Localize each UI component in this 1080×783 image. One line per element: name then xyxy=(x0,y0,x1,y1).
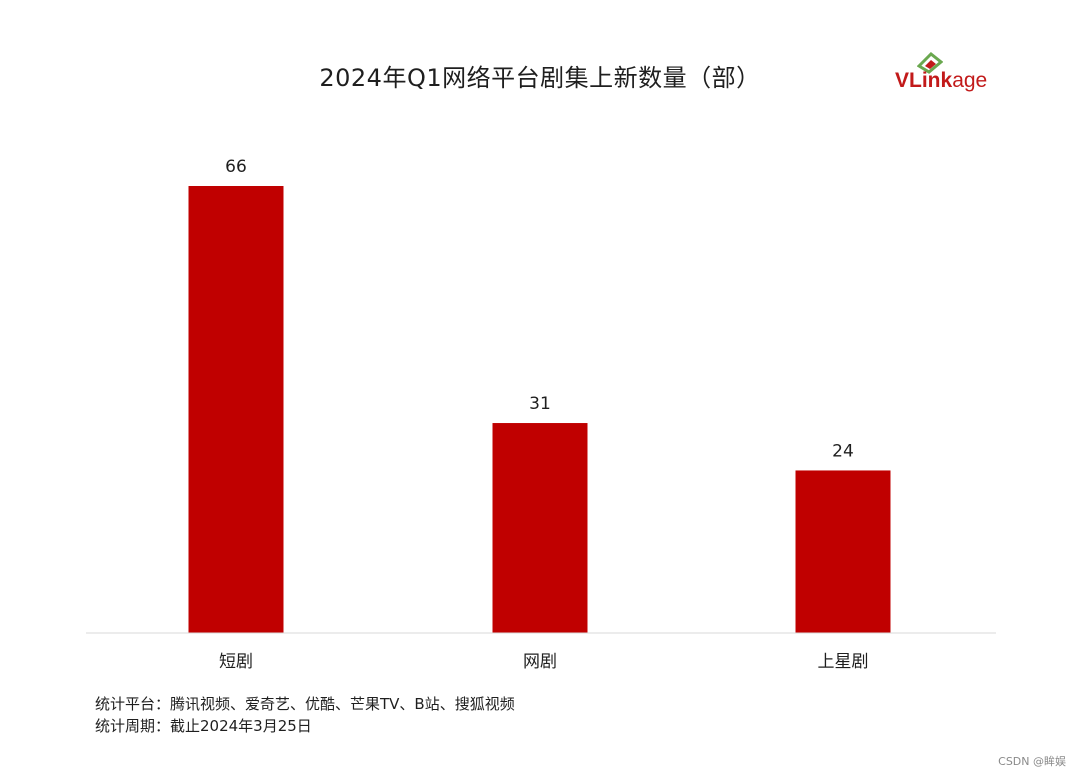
bar-2 xyxy=(795,470,891,633)
bar-1 xyxy=(492,423,588,633)
vlinkage-logo: VLinkage xyxy=(895,52,1005,102)
bar-0 xyxy=(188,186,284,633)
footnote-period: 统计周期：截止2024年3月25日 xyxy=(95,717,312,735)
bar-value-label-1: 31 xyxy=(529,394,551,414)
bars-layer: 66 短剧 31 网剧 24 上星剧 xyxy=(188,157,891,672)
category-label-2: 上星剧 xyxy=(818,652,869,672)
chart-title: 2024年Q1网络平台剧集上新数量（部） xyxy=(319,64,761,92)
category-label-1: 网剧 xyxy=(523,652,557,672)
watermark: CSDN @眸娱 xyxy=(998,755,1066,768)
logo-age: age xyxy=(952,69,988,92)
footnote-platforms: 统计平台：腾讯视频、爱奇艺、优酷、芒果TV、B站、搜狐视频 xyxy=(95,695,515,713)
category-label-0: 短剧 xyxy=(219,652,253,672)
logo-text: VLinkage xyxy=(895,68,987,94)
logo-mark-icon xyxy=(917,52,943,74)
bar-value-label-0: 66 xyxy=(225,157,247,177)
bar-value-label-2: 24 xyxy=(832,441,854,461)
logo-link: Link xyxy=(909,69,953,92)
logo-v: V xyxy=(895,69,910,92)
